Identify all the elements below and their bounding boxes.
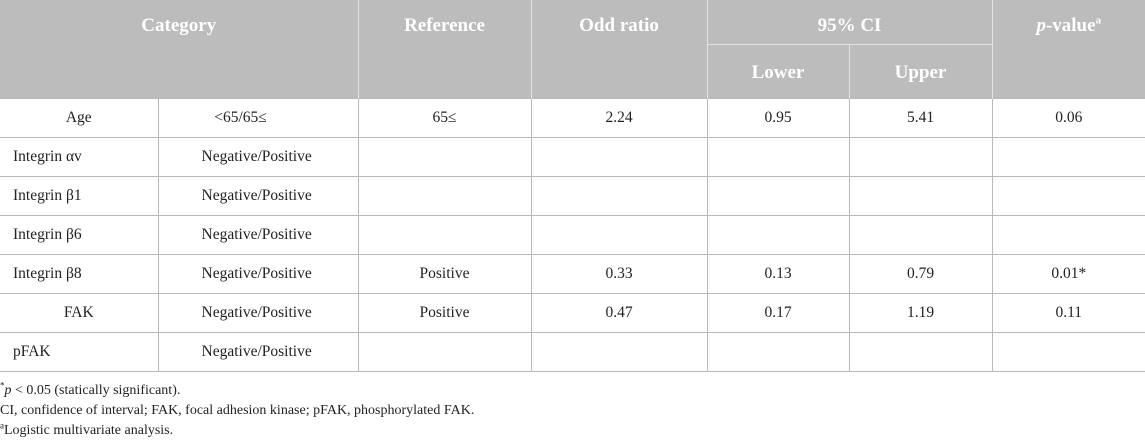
pvalue-p: p [1036, 15, 1046, 36]
cell-lower: 0.13 [706, 253, 850, 294]
regression-table: Category Reference Odd ratio 95% CI p-va… [0, 0, 1145, 372]
table-row: FAK Negative/Positive Positive 0.47 0.17… [0, 292, 1145, 333]
header-lower: Lower [706, 44, 850, 98]
cell-lower [706, 331, 850, 372]
cell-pvalue [991, 175, 1145, 216]
cell-lower: 0.95 [706, 97, 850, 138]
cell-reference: Positive [357, 292, 532, 333]
cell-reference [357, 136, 532, 177]
cell-subcategory: Negative/Positive [157, 253, 359, 294]
footnote-analysis: aLogistic multivariate analysis. [0, 420, 174, 438]
cell-subcategory: Negative/Positive [157, 331, 359, 372]
cell-subcategory: Negative/Positive [157, 214, 359, 255]
cell-upper: 0.79 [848, 253, 993, 294]
cell-pvalue: 0.06 [991, 97, 1145, 138]
cell-subcategory: Negative/Positive [157, 292, 359, 333]
table-row: Integrin β6 Negative/Positive [0, 214, 1145, 255]
header-upper: Upper [848, 44, 993, 98]
cell-pvalue [991, 136, 1145, 177]
cell-category: Integrin β6 [0, 214, 159, 255]
header-odd-ratio: Odd ratio [530, 0, 708, 98]
cell-lower [706, 136, 850, 177]
cell-lower [706, 175, 850, 216]
cell-odd-ratio [530, 175, 708, 216]
cell-upper [848, 331, 993, 372]
cell-reference: Positive [357, 253, 532, 294]
cell-reference [357, 175, 532, 216]
cell-lower [706, 214, 850, 255]
cell-odd-ratio [530, 136, 708, 177]
cell-upper [848, 175, 993, 216]
cell-odd-ratio [530, 331, 708, 372]
table-row: Age <65/65≤ 65≤ 2.24 0.95 5.41 0.06 [0, 97, 1145, 138]
cell-upper [848, 136, 993, 177]
cell-category: FAK [0, 292, 159, 333]
pvalue-footnote-mark: a [1095, 14, 1102, 27]
table-row: Integrin β8 Negative/Positive Positive 0… [0, 253, 1145, 294]
cell-category: Integrin β8 [0, 253, 159, 294]
cell-subcategory: Negative/Positive [157, 136, 359, 177]
cell-upper [848, 214, 993, 255]
cell-subcategory: Negative/Positive [157, 175, 359, 216]
cell-odd-ratio: 0.47 [530, 292, 708, 333]
cell-pvalue: 0.01* [991, 253, 1145, 294]
cell-category: pFAK [0, 331, 159, 372]
cell-reference [357, 214, 532, 255]
header-ci: 95% CI [706, 0, 993, 45]
table-row: Integrin β1 Negative/Positive [0, 175, 1145, 216]
cell-odd-ratio: 2.24 [530, 97, 708, 138]
footnote-significance: *p < 0.05 (statically significant). [0, 380, 181, 398]
cell-category: Age [0, 97, 159, 138]
cell-reference [357, 331, 532, 372]
cell-pvalue [991, 331, 1145, 372]
pvalue-label: -value [1045, 15, 1096, 36]
cell-upper: 1.19 [848, 292, 993, 333]
cell-pvalue [991, 214, 1145, 255]
cell-odd-ratio: 0.33 [530, 253, 708, 294]
cell-reference: 65≤ [357, 97, 532, 138]
table-row: Integrin αv Negative/Positive [0, 136, 1145, 177]
table-footnotes: *p < 0.05 (statically significant). CI, … [0, 381, 474, 441]
header-pvalue: p-valuea [991, 0, 1145, 98]
table-row: pFAK Negative/Positive [0, 331, 1145, 372]
cell-pvalue: 0.11 [991, 292, 1145, 333]
cell-subcategory: <65/65≤ [157, 97, 359, 138]
header-category: Category [0, 0, 359, 98]
cell-category: Integrin αv [0, 136, 159, 177]
cell-upper: 5.41 [848, 97, 993, 138]
header-reference: Reference [357, 0, 532, 98]
cell-lower: 0.17 [706, 292, 850, 333]
cell-category: Integrin β1 [0, 175, 159, 216]
footnote-abbreviations: CI, confidence of interval; FAK, focal a… [0, 403, 475, 418]
cell-odd-ratio [530, 214, 708, 255]
